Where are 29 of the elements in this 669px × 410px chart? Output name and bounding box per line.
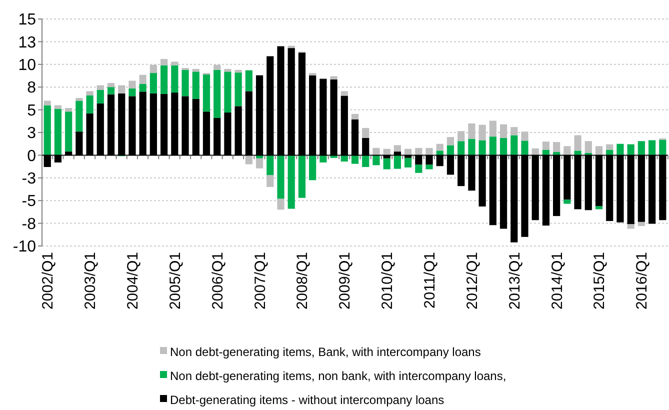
x-tick-label: 2010/Q1 xyxy=(379,252,396,310)
y-tick-label: 8 xyxy=(27,80,36,97)
x-tick-label: 2012/Q1 xyxy=(464,252,481,310)
legend-label: Non debt-generating items, Bank, with intercompany loans xyxy=(170,345,481,360)
x-tick-label: 2003/Q1 xyxy=(82,252,100,310)
x-tick-label: 2011/Q1 xyxy=(422,252,439,308)
x-tick-label: 2007/Q1 xyxy=(252,252,269,310)
x-tick-label: 2005/Q1 xyxy=(166,252,184,310)
y-tick-label: -10 xyxy=(12,238,36,256)
y-tick-label: 3 xyxy=(27,125,36,142)
y-tick-label: -5 xyxy=(22,193,36,210)
x-tick-label: 2009/Q1 xyxy=(336,252,354,310)
x-tick-label: 2002/Q1 xyxy=(40,252,57,310)
x-tick-label: 2013/Q1 xyxy=(506,252,524,310)
legend-label: Debt-generating items - without intercompany loans xyxy=(170,393,444,408)
y-tick-label: 5 xyxy=(27,102,36,120)
x-tick-label: 2015/Q1 xyxy=(591,252,608,310)
y-tick-label: 0 xyxy=(27,148,36,165)
y-tick-label: 13 xyxy=(18,34,36,52)
x-tick-label: 2006/Q1 xyxy=(209,252,226,310)
legend-label: Non debt-generating items, non bank, with intercompany loans, xyxy=(170,369,506,384)
x-tick-label: 2008/Q1 xyxy=(294,252,312,310)
y-tick-label: -3 xyxy=(22,170,36,188)
y-tick-label: 15 xyxy=(18,12,36,29)
y-tick-label: -8 xyxy=(22,216,36,233)
y-tick-label: 10 xyxy=(18,57,36,74)
x-tick-label: 2004/Q1 xyxy=(124,252,142,310)
x-tick-label: 2014/Q1 xyxy=(548,252,566,310)
x-tick-label: 2016/Q1 xyxy=(634,252,651,310)
